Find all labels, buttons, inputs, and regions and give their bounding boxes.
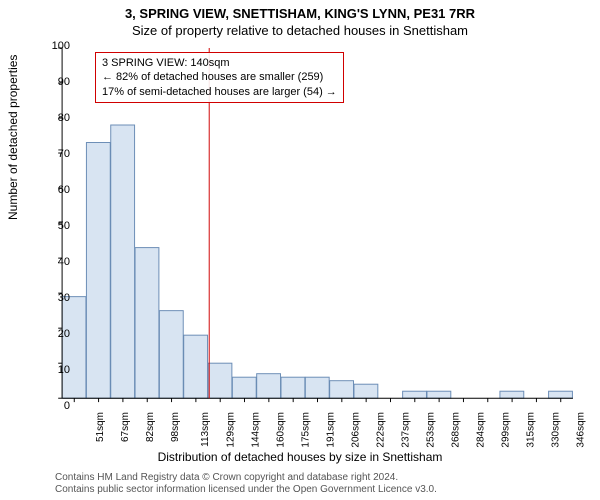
annotation-line1: 3 SPRING VIEW: 140sqm <box>102 56 337 70</box>
annotation-line3: 17% of semi-detached houses are larger (… <box>102 85 337 99</box>
x-tick: 315sqm <box>525 412 536 448</box>
y-tick: 80 <box>40 112 70 124</box>
y-tick: 70 <box>40 148 70 160</box>
y-axis-label: Number of detached properties <box>6 55 20 220</box>
y-tick: 40 <box>40 256 70 268</box>
x-tick: 144sqm <box>250 412 261 448</box>
x-tick: 51sqm <box>95 412 106 442</box>
footer-line2: Contains public sector information licen… <box>55 484 437 496</box>
x-tick: 222sqm <box>375 412 386 448</box>
x-tick: 253sqm <box>425 412 436 448</box>
chart-title-address: 3, SPRING VIEW, SNETTISHAM, KING'S LYNN,… <box>0 0 600 21</box>
y-tick: 50 <box>40 220 70 232</box>
y-tick: 100 <box>40 40 70 52</box>
chart-title-subtitle: Size of property relative to detached ho… <box>0 21 600 38</box>
y-tick: 30 <box>40 292 70 304</box>
chart-container: 3, SPRING VIEW, SNETTISHAM, KING'S LYNN,… <box>0 0 600 500</box>
x-tick: 237sqm <box>400 412 411 448</box>
x-axis-label: Distribution of detached houses by size … <box>0 450 600 464</box>
y-tick: 10 <box>40 364 70 376</box>
y-tick: 90 <box>40 76 70 88</box>
x-tick: 82sqm <box>145 412 156 442</box>
x-tick: 206sqm <box>350 412 361 448</box>
x-tick: 284sqm <box>475 412 486 448</box>
footer-line1: Contains HM Land Registry data © Crown c… <box>55 472 437 484</box>
annotation-line2: ← 82% of detached houses are smaller (25… <box>102 70 337 84</box>
chart-area: 3 SPRING VIEW: 140sqm ← 82% of detached … <box>55 46 580 406</box>
x-tick: 175sqm <box>300 412 311 448</box>
y-tick: 20 <box>40 328 70 340</box>
x-tick: 268sqm <box>450 412 461 448</box>
annotation-box: 3 SPRING VIEW: 140sqm ← 82% of detached … <box>95 52 344 103</box>
x-tick: 113sqm <box>199 412 210 447</box>
x-tick: 299sqm <box>500 412 511 448</box>
x-tick: 160sqm <box>275 412 286 448</box>
x-tick: 129sqm <box>225 412 236 448</box>
y-tick: 0 <box>40 400 70 412</box>
x-tick: 191sqm <box>325 412 336 448</box>
footer-attribution: Contains HM Land Registry data © Crown c… <box>55 472 437 496</box>
x-tick: 346sqm <box>575 412 586 448</box>
x-tick: 330sqm <box>550 412 561 448</box>
x-tick: 67sqm <box>120 412 131 442</box>
y-tick: 60 <box>40 184 70 196</box>
x-tick: 98sqm <box>170 412 181 442</box>
